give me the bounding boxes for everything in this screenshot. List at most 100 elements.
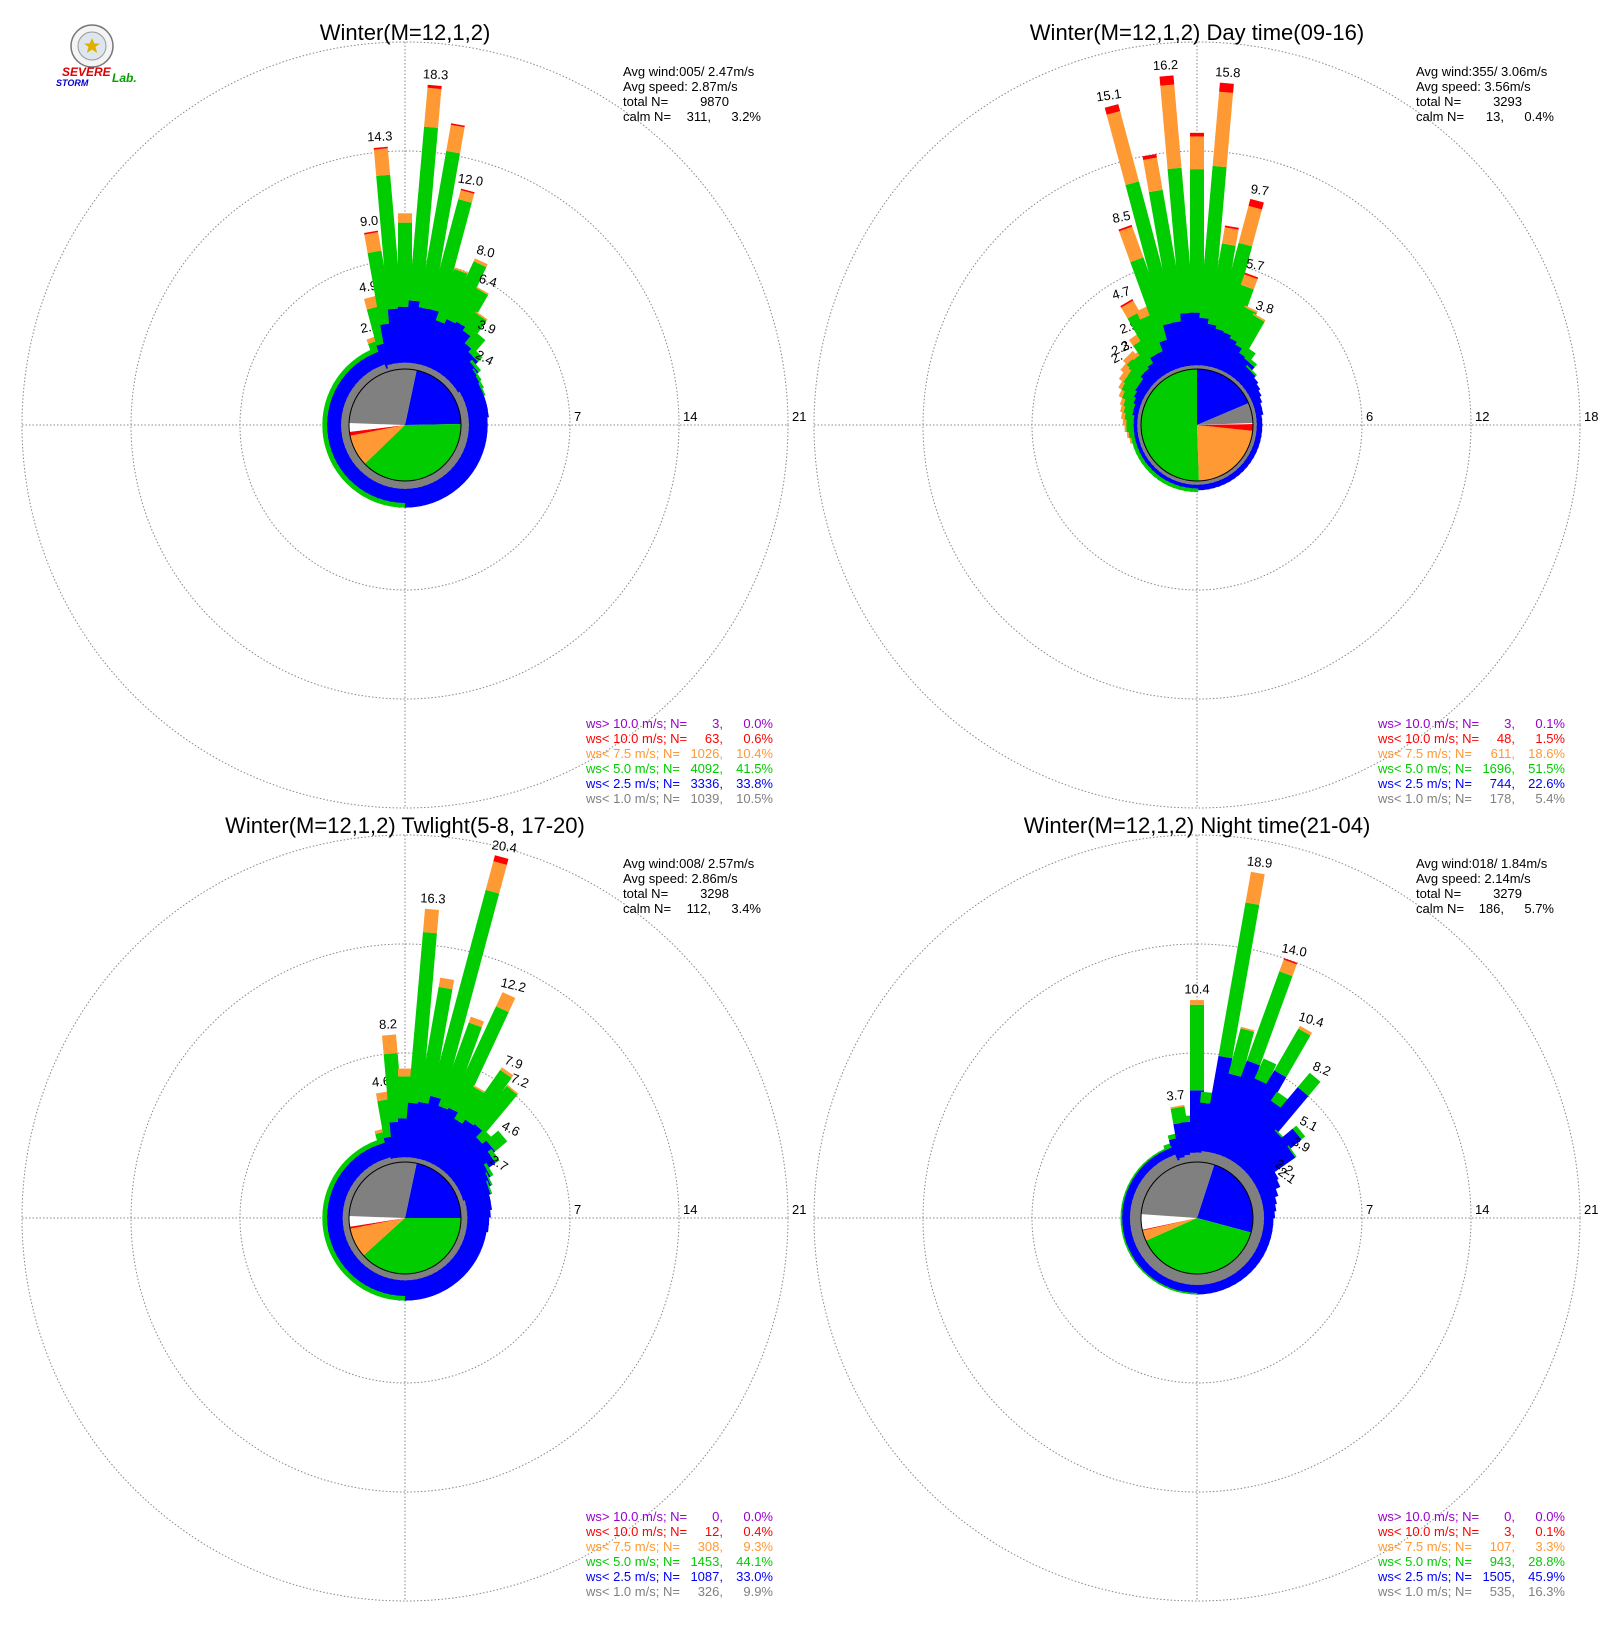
bar-segment-lt10 [1219,82,1234,93]
legend-label: ws> 10.0 m/s; N= [585,1509,687,1524]
legend-percent: 5.4% [1535,791,1565,806]
bar-segment-lt1 [1162,1154,1180,1171]
bar-segment-lt7_5 [458,190,475,203]
bar-segment-lt5 [1207,243,1236,327]
stat-calm-pct: 5.7% [1524,901,1554,916]
bar-segment-lt7_5 [1143,157,1163,193]
bar-segment-lt5 [1127,311,1163,358]
chart-title: Winter(M=12,1,2) Day time(09-16) [1030,20,1364,45]
legend-label: ws< 7.5 m/s; N= [585,1539,680,1554]
legend-percent: 0.0% [1535,1509,1565,1524]
bar-segment-lt5 [454,1086,486,1126]
legend-label: ws< 10.0 m/s; N= [1377,731,1479,746]
legend-percent: 10.5% [736,791,773,806]
pie-slice-lt10 [1197,424,1253,431]
bar-segment-lt7_5 [1128,331,1145,346]
bar-segment-lt5 [462,312,487,339]
ring-3 [813,41,1581,809]
bar-segment-lt5 [438,1022,482,1111]
ring-3 [21,834,789,1602]
pie-outline [1140,1161,1254,1275]
direction-bar [363,347,388,378]
bar-total-label: 20.4 [491,837,518,855]
legend-percent: 41.5% [736,761,773,776]
stat-calm-n: 311, [687,109,711,124]
ring-label-1: 7 [574,1202,581,1217]
inner-pie [1140,1161,1254,1275]
legend-label: ws< 10.0 m/s; N= [1377,1524,1479,1539]
bar-total-label: 14.3 [367,128,393,144]
legend-count: 744, [1490,776,1515,791]
bar-segment-lt5 [1130,257,1173,343]
legend-percent: 44.1% [736,1554,773,1569]
bar-segment-lt5 [435,269,468,326]
bar-segment-lt7_5 [468,1016,484,1028]
ring-label-2: 14 [683,1202,697,1217]
bar-segment-lt10 [1159,75,1175,86]
bar-segment-lt2_5 [371,1142,391,1162]
legend-percent: 0.1% [1535,716,1565,731]
bar-segment-lt7_5 [424,87,442,128]
stat-calm-n: 186, [1479,901,1504,916]
legend-label: ws< 7.5 m/s; N= [585,746,680,761]
pie-slice-lt1 [349,368,417,425]
bar-segment-lt5 [475,375,484,389]
stat-total-label: total N= [1416,886,1461,901]
legend-percent: 0.1% [1535,1524,1565,1539]
bar-segment-lt5 [1245,365,1257,377]
bar-segment-lt7_5 [1221,227,1239,246]
bar-total-label: 8.2 [1311,1058,1333,1079]
logo-word-lab: Lab. [112,71,137,85]
bar-total-label: 2.3 [1109,337,1132,358]
bar-segment-lt5 [430,889,500,1100]
bar-segment-lt5 [1181,1115,1196,1123]
bar-segment-lt7_5 [1120,359,1134,374]
legend-percent: 28.8% [1528,1554,1565,1569]
legend-count: 48, [1497,731,1515,746]
legend-label: ws< 1.0 m/s; N= [1377,1584,1472,1599]
pie-slice-lt7_5 [1197,425,1253,481]
bar-segment-lt5 [366,305,391,346]
ring-2 [922,943,1472,1493]
ring-label-1: 6 [1366,409,1373,424]
direction-bar: 18.9 [1199,853,1273,1165]
ring-2 [130,150,680,700]
bar-total-label: 4.7 [1110,283,1132,303]
legend-count: 1696, [1482,761,1515,776]
bar-segment-lt7_5 [496,992,516,1013]
bar-total-label: 12.0 [457,171,484,189]
bar-total-label: 5.1 [1297,1113,1320,1135]
bar-segment-lt7_5 [500,1067,514,1078]
bar-segment-lt7_5 [1298,1025,1313,1036]
legend-label: ws< 5.0 m/s; N= [1377,761,1472,776]
pie-slice-lt7_5 [1142,1218,1197,1241]
ring-3 [21,41,789,809]
bar-segment-lt5 [1170,1106,1188,1125]
bar-total-label: 6.4 [477,271,499,291]
stat-avg-wind: Avg wind:018/ 1.84m/s [1416,856,1548,871]
legend-percent: 18.6% [1528,746,1565,761]
bar-segment-lt7_5 [485,861,507,894]
bar-segment-lt7_5 [438,977,455,990]
bar-segment-lt5 [1292,1125,1306,1140]
pie-slice-lt5 [363,1218,462,1275]
direction-bar [1118,367,1156,399]
bar-segment-lt5 [1125,181,1177,326]
chart-title: Winter(M=12,1,2) [320,20,491,45]
bar-segment-lt5 [487,1148,500,1164]
legend-label: ws< 5.0 m/s; N= [585,761,680,776]
pie-slice-lt1 [1197,403,1253,425]
legend-percent: 0.0% [743,716,773,731]
bar-segment-lt5 [446,261,487,325]
stat-calm-label: calm N= [623,109,671,124]
bar-total-label: 3.7 [1166,1087,1185,1104]
legend-count: 3, [1504,1524,1515,1539]
legend-percent: 45.9% [1528,1569,1565,1584]
stat-total-label: total N= [623,94,668,109]
bar-total-label: 9.0 [359,213,378,230]
bar-segment-lt5 [1167,167,1195,314]
pie-slice-lt2_5 [405,1163,461,1218]
bar-segment-lt5 [1235,314,1265,352]
bar-segment-lt7_5 [473,258,488,268]
pie-slice-calm [1141,1214,1197,1230]
